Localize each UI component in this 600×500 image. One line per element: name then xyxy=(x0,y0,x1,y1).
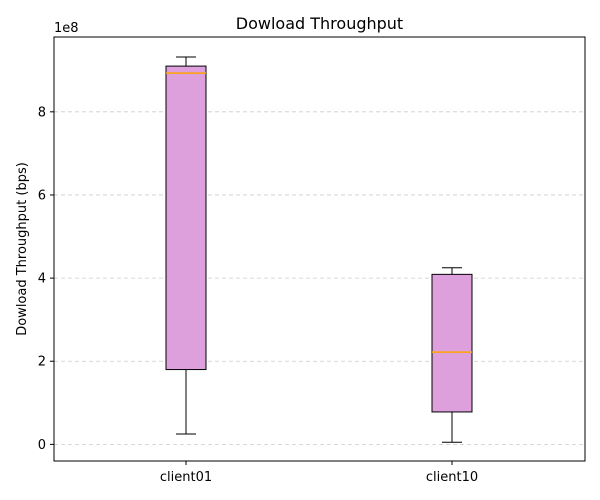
iqr-box xyxy=(431,273,473,413)
y-axis-multiplier: 1e8 xyxy=(54,21,79,36)
grid-lines xyxy=(54,111,585,445)
x-axis: client01 client10 xyxy=(160,461,478,485)
iqr-box xyxy=(165,65,207,371)
y-axis: 0 2 4 6 8 xyxy=(38,105,54,453)
plot-frame xyxy=(53,36,586,462)
x-tick-label: client10 xyxy=(426,470,478,485)
y-tick-label: 0 xyxy=(38,438,46,453)
y-tick-label: 8 xyxy=(38,105,46,120)
box-client01 xyxy=(165,56,207,435)
chart-title: Dowload Throughput xyxy=(236,14,403,33)
box-client10 xyxy=(431,267,473,443)
box-series xyxy=(165,56,473,443)
y-tick-label: 2 xyxy=(38,355,46,370)
y-tick-label: 4 xyxy=(38,272,46,287)
y-tick-label: 6 xyxy=(38,188,46,203)
x-tick-label: client01 xyxy=(160,470,212,485)
y-axis-label: Dowload Throughput (bps) xyxy=(15,162,30,336)
